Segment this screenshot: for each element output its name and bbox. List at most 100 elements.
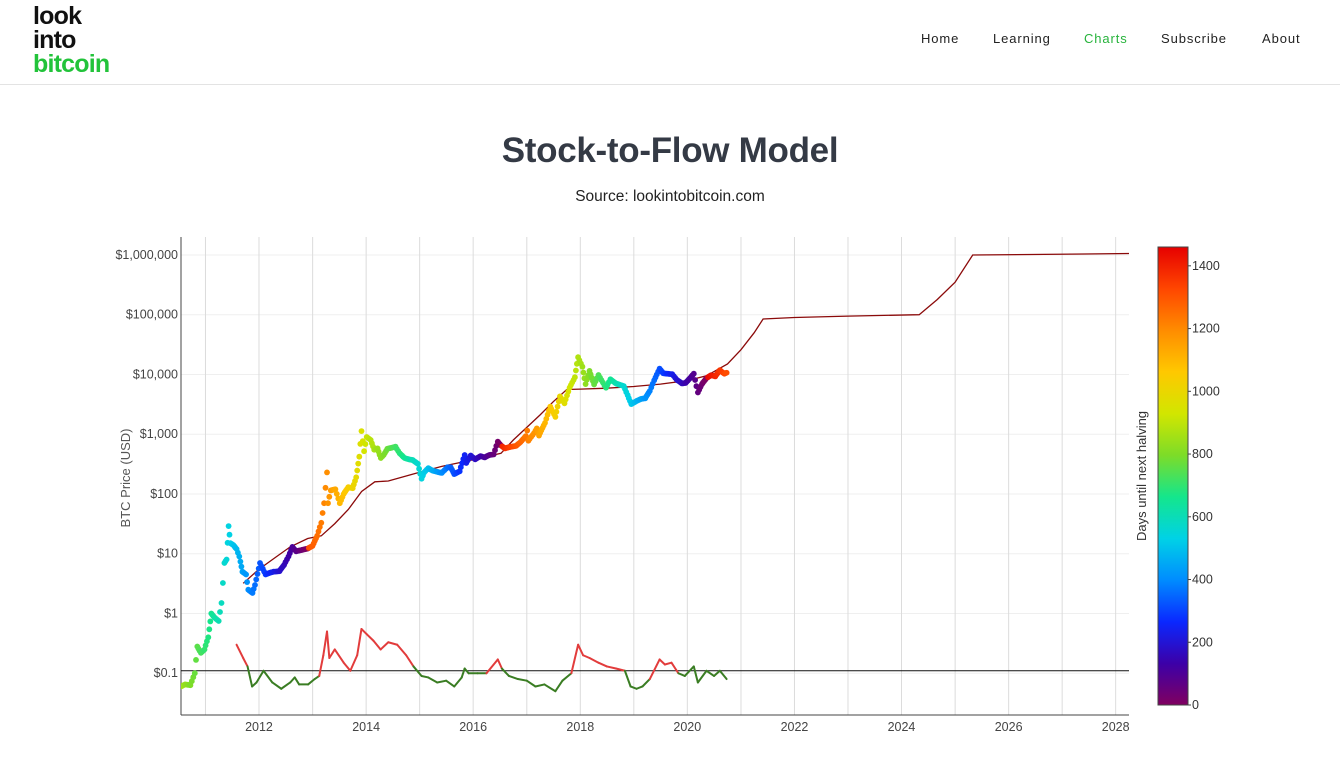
price-point	[582, 381, 589, 387]
colorbar-title: Days until next halving	[1134, 411, 1149, 541]
price-point	[215, 618, 222, 624]
ratio-line-segment	[318, 654, 325, 677]
price-point	[332, 486, 339, 493]
ratio-line-segment	[623, 669, 632, 688]
price-point	[692, 377, 698, 383]
ratio-line-segment	[262, 669, 274, 684]
ratio-line-segment	[663, 661, 673, 666]
ratio-line-segment	[500, 667, 510, 677]
ratio-line-segment	[677, 672, 686, 677]
price-point	[361, 448, 367, 455]
ratio-line-segment	[328, 648, 336, 659]
price-point	[324, 469, 330, 476]
top-navigation-bar: look into bitcoin Home Learning Charts S…	[0, 0, 1340, 85]
price-point	[217, 609, 223, 615]
price-point	[207, 618, 214, 625]
nav-home[interactable]: Home	[921, 31, 960, 46]
ratio-line-segment	[445, 679, 456, 688]
nav-charts[interactable]: Charts	[1084, 31, 1128, 46]
ratio-line-segment	[692, 665, 699, 684]
price-point	[226, 531, 233, 538]
colorbar-gradient	[1157, 246, 1189, 706]
price-point	[362, 441, 369, 447]
price-point	[552, 414, 559, 420]
colorbar: 0 200 400 600 800 1000 1200 1400 Days until next…	[1134, 246, 1220, 712]
ratio-line-segment	[670, 661, 680, 675]
ratio-line-segment	[485, 658, 499, 675]
ratio-line-segment	[534, 683, 546, 688]
ratio-line-segment	[463, 667, 470, 675]
ratio-line-segment	[614, 667, 626, 672]
price-point	[333, 491, 340, 497]
ratio-line-segment	[293, 676, 301, 686]
ratio-line-segment	[496, 658, 503, 670]
ratio-line-segment	[641, 678, 651, 688]
ratio-line-segment	[658, 658, 666, 666]
price-point	[322, 484, 329, 491]
price-point	[326, 493, 333, 500]
chart-axes: $0.1 $1 $10 $100 $1,000 $10,000 $100,000 $1,000…	[115, 237, 1130, 734]
price-point	[415, 460, 421, 467]
price-point	[244, 579, 251, 585]
price-point	[237, 558, 244, 565]
ratio-line-segment	[516, 678, 528, 682]
y-tick-label: $0.1	[154, 666, 178, 680]
ratio-line-segment	[648, 658, 661, 681]
logo-line-1: look	[33, 2, 82, 30]
ratio-line-segment	[242, 656, 249, 668]
x-tick-label: 2020	[673, 720, 701, 734]
x-tick-label: 2018	[566, 720, 594, 734]
y-axis-label: BTC Price (USD)	[118, 429, 133, 528]
ratio-line-segment	[326, 630, 331, 659]
price-point	[206, 626, 213, 633]
stock-to-flow-model-line	[242, 252, 1129, 584]
x-tick-label: 2026	[995, 720, 1023, 734]
ratio-line-segment	[629, 685, 638, 690]
site-logo[interactable]: look into bitcoin	[33, 2, 110, 78]
price-point	[218, 600, 225, 606]
x-tick-label: 2022	[781, 720, 809, 734]
price-point	[225, 523, 232, 529]
price-point	[193, 657, 199, 663]
ratio-line-segment	[255, 669, 265, 684]
price-point	[243, 571, 250, 578]
ratio-line-segment	[582, 654, 591, 659]
colorbar-tick-label: 1200	[1192, 322, 1220, 336]
y-tick-label: $100	[150, 487, 178, 501]
nav-about[interactable]: About	[1262, 31, 1301, 46]
ratio-line-segment	[460, 667, 466, 679]
price-point	[354, 467, 361, 474]
price-point	[416, 465, 422, 472]
y-tick-label: $10,000	[133, 367, 178, 381]
ratio-line-segment	[635, 685, 644, 690]
price-point	[238, 563, 245, 570]
nav-subscribe[interactable]: Subscribe	[1161, 31, 1227, 46]
ratio-line-segment	[342, 661, 352, 672]
price-point	[254, 571, 261, 577]
logo-line-3: bitcoin	[33, 50, 110, 78]
nav-learning[interactable]: Learning	[993, 31, 1051, 46]
y-tick-label: $100,000	[126, 308, 178, 322]
ratio-line-segment	[588, 656, 600, 664]
page-subtitle: Source: lookintobitcoin.com	[575, 188, 765, 205]
ratio-line-segment	[333, 648, 345, 664]
price-point	[572, 374, 578, 381]
ratio-line-segment	[372, 639, 382, 651]
price-point	[318, 519, 325, 526]
price-point	[580, 369, 587, 376]
ratio-line-segment	[387, 641, 399, 646]
colorbar-tick-label: 600	[1192, 510, 1213, 524]
x-tick-label: 2024	[888, 720, 916, 734]
price-point	[220, 580, 226, 586]
price-point	[253, 576, 260, 583]
colorbar-tick-label: 0	[1192, 698, 1199, 712]
price-point	[579, 363, 586, 370]
ratio-line-segment	[289, 676, 296, 684]
ratio-line-segment	[683, 665, 695, 677]
page-title: Stock-to-Flow Model	[501, 131, 839, 170]
price-point	[553, 408, 560, 415]
ratio-line-segment	[280, 681, 292, 690]
ratio-line-segment	[577, 643, 585, 657]
ratio-line-segment	[453, 676, 463, 688]
